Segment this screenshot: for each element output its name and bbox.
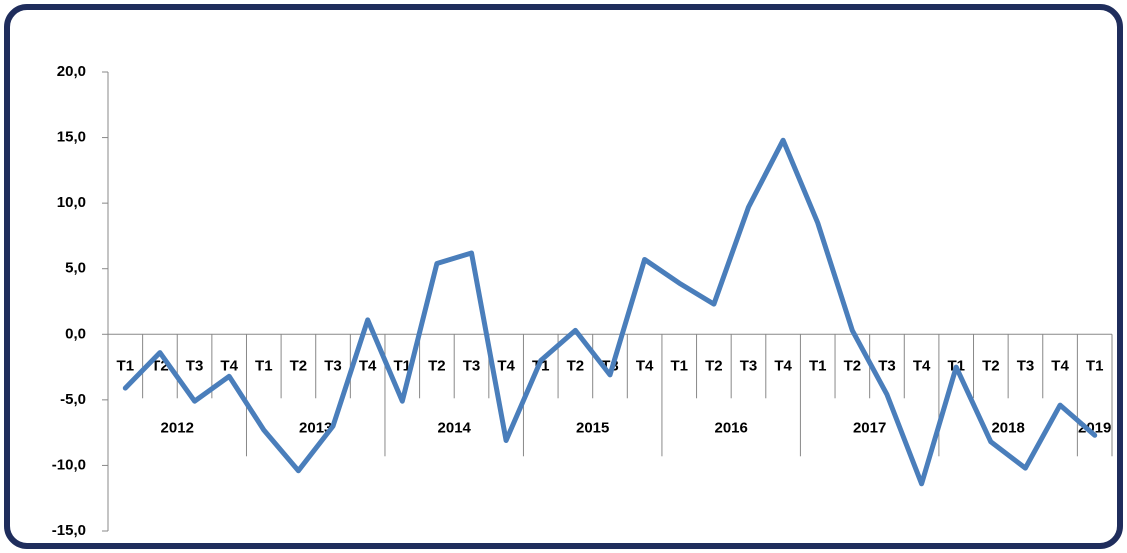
x-tick-label: T4 (913, 357, 931, 374)
chart-frame (4, 4, 1123, 549)
x-tick-label: T1 (394, 357, 412, 374)
x-tick-label: T4 (359, 357, 377, 374)
year-label: 2017 (853, 419, 886, 436)
x-tick-label: T4 (497, 357, 515, 374)
x-tick-label: T3 (740, 357, 758, 374)
year-label: 2013 (299, 419, 332, 436)
year-label: 2014 (438, 419, 472, 436)
x-tick-label: T3 (878, 357, 896, 374)
x-tick-label: T1 (255, 357, 273, 374)
y-tick-label: 5,0 (65, 260, 86, 277)
x-tick-label: T1 (117, 357, 135, 374)
x-tick-label: T4 (636, 357, 654, 374)
x-tick-label: T4 (1051, 357, 1069, 374)
x-tick-label: T2 (705, 357, 723, 374)
x-tick-label: T4 (220, 357, 238, 374)
x-tick-label: T3 (463, 357, 481, 374)
y-tick-label: -15,0 (52, 522, 86, 539)
x-tick-label: T2 (844, 357, 862, 374)
y-tick-label: 10,0 (57, 194, 86, 211)
x-tick-label: T4 (774, 357, 792, 374)
year-label: 2012 (161, 419, 194, 436)
x-tick-label: T2 (567, 357, 585, 374)
x-tick-label: T2 (428, 357, 446, 374)
x-tick-label: T1 (809, 357, 827, 374)
y-tick-label: 0,0 (65, 325, 86, 342)
x-tick-label: T2 (290, 357, 308, 374)
year-label: 2019 (1078, 419, 1111, 436)
x-tick-label: T3 (324, 357, 342, 374)
year-label: 2015 (576, 419, 609, 436)
x-tick-label: T1 (670, 357, 688, 374)
x-tick-label: T3 (1017, 357, 1035, 374)
y-tick-label: -5,0 (60, 391, 86, 408)
y-tick-label: 20,0 (57, 63, 86, 80)
y-tick-label: -10,0 (52, 456, 86, 473)
x-tick-label: T1 (1086, 357, 1104, 374)
y-tick-label: 15,0 (57, 129, 86, 146)
x-tick-label: T2 (982, 357, 1000, 374)
year-label: 2018 (991, 419, 1024, 436)
year-label: 2016 (714, 419, 747, 436)
x-tick-label: T3 (186, 357, 204, 374)
data-line (122, 137, 1098, 487)
